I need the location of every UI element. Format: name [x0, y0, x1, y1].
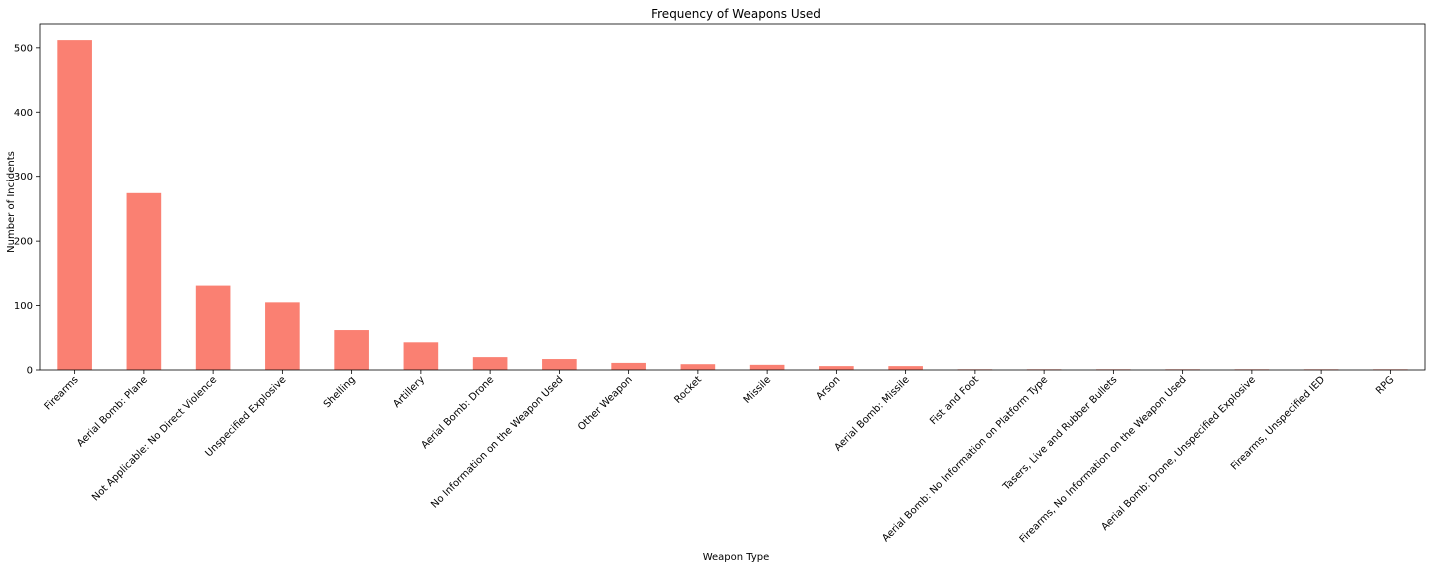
- y-tick-label: 400: [14, 108, 33, 119]
- x-tick-label: Aerial Bomb: Drone: [419, 374, 496, 451]
- bar: [126, 192, 162, 370]
- bars-group: [57, 40, 1408, 371]
- x-tick-label: Arson: [814, 374, 842, 402]
- y-tick-label: 300: [14, 172, 33, 183]
- y-axis-label: Number of Incidents: [6, 151, 17, 253]
- bar: [265, 302, 300, 370]
- bar: [403, 342, 439, 370]
- bar: [195, 285, 231, 370]
- bar: [57, 40, 92, 371]
- y-tick-label: 200: [14, 237, 33, 248]
- bar: [888, 366, 923, 370]
- x-tick-label: Firearms: [43, 374, 81, 412]
- x-tick-label: Rocket: [672, 374, 704, 406]
- x-tick-label: RPG: [1374, 374, 1396, 396]
- x-tick-label: Aerial Bomb: Drone, Unspecified Explosiv…: [1100, 374, 1258, 532]
- x-tick-label: Tasers, Live and Rubber Bullets: [1001, 374, 1120, 493]
- plot-area-frame: [39, 23, 1426, 371]
- x-tick-label: Shelling: [322, 374, 358, 410]
- x-tick-label: Aerial Bomb: Missile: [833, 374, 912, 453]
- bar: [334, 330, 369, 370]
- y-tick-label: 0: [27, 366, 33, 377]
- bar: [611, 362, 646, 370]
- y-tick-label: 100: [14, 301, 33, 312]
- bar: [472, 357, 508, 370]
- y-tick-label: 500: [14, 43, 33, 54]
- bar: [542, 359, 577, 370]
- chart-title: Frequency of Weapons Used: [651, 7, 821, 21]
- bar: [680, 364, 716, 370]
- bar: [749, 364, 785, 370]
- x-tick-label: Aerial Bomb: Plane: [75, 374, 150, 449]
- y-axis-ticks: 0 100 200 300 400 500: [14, 43, 40, 377]
- x-tick-label: Not Applicable: No Direct Violence: [90, 374, 219, 503]
- x-tick-label: No Information on the Weapon Used: [429, 374, 565, 510]
- x-tick-label: Aerial Bomb: No Information on Platform …: [880, 374, 1050, 544]
- x-axis-label: Weapon Type: [703, 552, 770, 563]
- bar: [819, 366, 854, 370]
- x-tick-label: Missile: [742, 374, 773, 405]
- x-tick-label: Unspecified Explosive: [204, 374, 289, 459]
- x-tick-label: Firearms, No Information on the Weapon U…: [1018, 374, 1189, 545]
- x-tick-label: Fist and Foot: [928, 374, 981, 427]
- x-tick-label: Artillery: [391, 374, 427, 410]
- x-tick-label: Other Weapon: [576, 374, 635, 433]
